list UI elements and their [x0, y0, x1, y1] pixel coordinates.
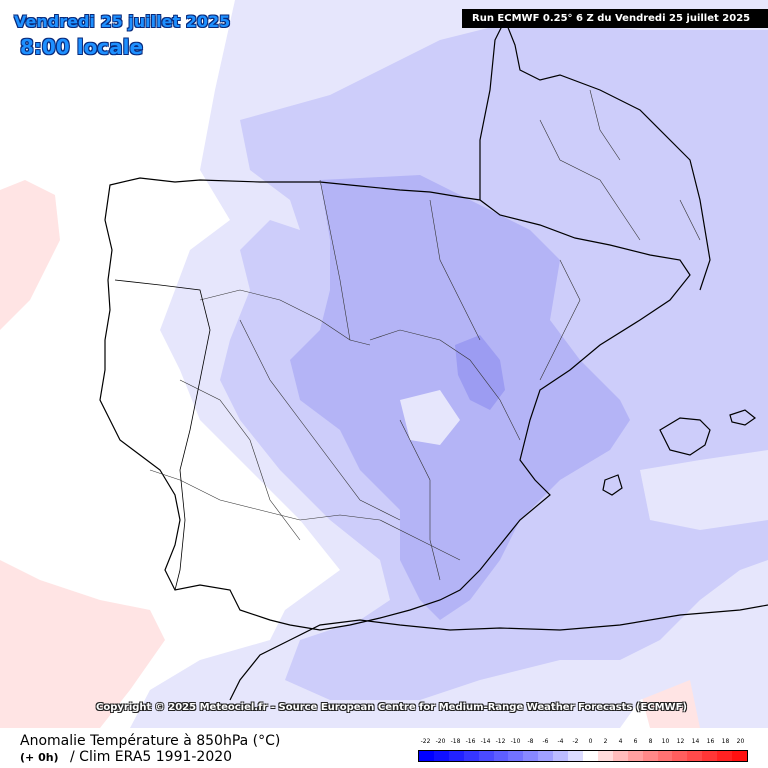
scale-swatch [448, 751, 464, 761]
climatology-label: / Clim ERA5 1991-2020 [70, 749, 233, 765]
copyright-text: Copyright © 2025 Meteociel.fr - Source E… [96, 702, 687, 713]
product-title: Anomalie Température à 850hPa (°C) [20, 733, 281, 749]
scale-swatch [478, 751, 494, 761]
scale-label: 2 [603, 738, 608, 745]
scale-label: -20 [435, 738, 446, 745]
scale-label: 6 [633, 738, 638, 745]
color-scale-labels: -22 -20 -18 -16 -14 -12 -10 -8 -6 -4 -2 0 2 4 6 8 10 12 14… [418, 736, 748, 748]
forecast-date: Vendredi 25 juillet 2025 [14, 12, 231, 31]
cool-anomaly-level-4 [455, 335, 505, 410]
ibiza-island [602, 474, 623, 496]
scale-swatch [732, 751, 747, 761]
scale-label: 14 [691, 738, 700, 745]
menorca-island [729, 409, 757, 426]
temperature-anomaly-map [0, 0, 768, 728]
scale-swatch [687, 751, 703, 761]
scale-label: 18 [721, 738, 730, 745]
model-run-label: Run ECMWF 0.25° 6 Z du Vendredi 25 juill… [462, 9, 768, 28]
scale-swatch [433, 751, 449, 761]
footer: Anomalie Température à 850hPa (°C) (+ 0h… [0, 728, 768, 768]
portugal-border [114, 279, 211, 591]
scale-label: 12 [676, 738, 685, 745]
warm-anomaly-southwest [0, 560, 165, 728]
scale-swatch [642, 751, 658, 761]
scale-label: -16 [465, 738, 476, 745]
scale-swatch [508, 751, 524, 761]
scale-label: -4 [557, 738, 564, 745]
scale-swatch [597, 751, 613, 761]
scale-label: -22 [420, 738, 431, 745]
north-africa-coastline [229, 604, 768, 701]
mallorca-island [659, 417, 711, 456]
cool-anomaly-level-3 [290, 175, 630, 620]
scale-label: 20 [736, 738, 745, 745]
scale-label: 0 [588, 738, 593, 745]
scale-label: -12 [495, 738, 506, 745]
scale-swatch [568, 751, 583, 761]
scale-label: -10 [510, 738, 521, 745]
region-borders [149, 89, 701, 581]
scale-swatch [493, 751, 509, 761]
color-scale-bar [418, 750, 748, 762]
scale-label: -18 [450, 738, 461, 745]
scale-swatch [419, 751, 434, 761]
scale-label: 10 [661, 738, 670, 745]
scale-swatch [702, 751, 718, 761]
scale-swatch [538, 751, 554, 761]
scale-label: 8 [648, 738, 653, 745]
france-coastline [479, 18, 711, 291]
scale-label: -8 [527, 738, 534, 745]
mediterranean-lighter-zone [640, 450, 768, 530]
scale-label: -2 [572, 738, 579, 745]
scale-swatch [612, 751, 628, 761]
scale-label: 4 [618, 738, 623, 745]
scale-swatch [627, 751, 643, 761]
scale-swatch [582, 751, 598, 761]
scale-swatch [672, 751, 688, 761]
scale-label: 16 [706, 738, 715, 745]
scale-swatch [463, 751, 479, 761]
interior-lighter-zone [400, 390, 460, 445]
scale-swatch [717, 751, 733, 761]
scale-swatch [553, 751, 569, 761]
forecast-time: 8:00 locale [20, 35, 144, 59]
scale-swatch [523, 751, 539, 761]
warm-anomaly-west [0, 180, 60, 330]
color-scale-legend: -22 -20 -18 -16 -14 -12 -10 -8 -6 -4 -2 0 2 4 6 8 10 12 14… [418, 736, 748, 764]
scale-swatch [657, 751, 673, 761]
scale-label: -14 [480, 738, 491, 745]
forecast-step: (+ 0h) [20, 751, 59, 764]
iberia-coastline [99, 177, 691, 631]
scale-label: -6 [542, 738, 549, 745]
